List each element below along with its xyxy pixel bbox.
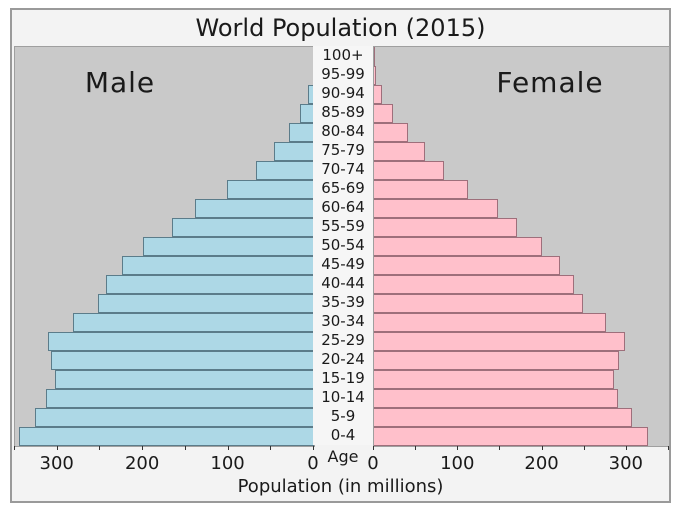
male-bar-30-34 — [73, 313, 314, 332]
male-panel — [14, 46, 315, 447]
male-bar-55-59 — [172, 218, 314, 237]
female-bar-100+ — [374, 47, 375, 66]
age-axis-labels: 100+ 95-99 90-94 85-89 80-84 75-79 70-74 65-69 6… — [313, 46, 373, 445]
age-label-55-59: 55-59 — [321, 217, 365, 235]
male-bar-40-44 — [105, 275, 314, 294]
age-label-70-74: 70-74 — [321, 160, 365, 178]
male-bar-10-14 — [45, 389, 314, 408]
male-bar-35-39 — [98, 294, 314, 313]
x-tick-label-0: 0 — [367, 453, 379, 474]
female-bar-10-14 — [374, 389, 619, 408]
age-label-25-29: 25-29 — [321, 331, 365, 349]
x-tick — [14, 446, 15, 450]
age-label-15-19: 15-19 — [321, 369, 365, 387]
x-tick-label-100: 100 — [210, 453, 245, 474]
x-tick — [99, 446, 101, 450]
female-bar-75-79 — [374, 142, 426, 161]
x-tick — [184, 446, 186, 450]
x-axis-label: Population (in millions) — [237, 476, 444, 497]
male-bar-5-9 — [34, 408, 314, 427]
age-label-20-24: 20-24 — [321, 350, 365, 368]
age-label-95-99: 95-99 — [321, 65, 365, 83]
x-tick — [227, 446, 229, 450]
age-label-50-54: 50-54 — [321, 236, 365, 254]
female-bar-55-59 — [374, 218, 518, 237]
x-tick — [142, 446, 144, 450]
female-bar-65-69 — [374, 180, 469, 199]
x-tick — [668, 446, 669, 450]
age-label-5-9: 5-9 — [330, 407, 356, 425]
male-bar-45-49 — [121, 256, 314, 275]
age-label-85-89: 85-89 — [321, 103, 365, 121]
male-bar-70-74 — [256, 161, 314, 180]
x-tick-label-300: 300 — [608, 453, 644, 474]
male-bar-25-29 — [47, 332, 314, 351]
population-pyramid-figure: World Population (2015) 100+ 95-99 90-94 85… — [10, 8, 671, 503]
female-bar-25-29 — [374, 332, 625, 351]
female-bar-40-44 — [374, 275, 575, 294]
female-bar-45-49 — [374, 256, 561, 275]
male-bar-80-84 — [289, 123, 314, 142]
female-bar-80-84 — [374, 123, 409, 142]
female-bar-30-34 — [374, 313, 607, 332]
male-bar-60-64 — [195, 199, 314, 218]
male-side-label: Male — [84, 66, 156, 99]
x-tick — [457, 446, 459, 450]
male-bar-75-79 — [274, 142, 314, 161]
x-tick — [625, 446, 627, 450]
female-panel — [373, 46, 670, 447]
x-tick-label-100: 100 — [440, 453, 475, 474]
female-bar-95-99 — [374, 66, 376, 85]
male-bar-90-94 — [308, 85, 314, 104]
male-bar-15-19 — [55, 370, 314, 389]
x-tick-label-0: 0 — [307, 453, 319, 474]
female-bar-20-24 — [374, 351, 620, 370]
x-tick — [499, 446, 501, 450]
female-bar-70-74 — [374, 161, 444, 180]
x-tick — [270, 446, 272, 450]
x-tick — [541, 446, 543, 450]
age-label-60-64: 60-64 — [321, 198, 365, 216]
female-bar-85-89 — [374, 104, 394, 123]
x-tick-label-300: 300 — [39, 453, 74, 474]
female-bar-60-64 — [374, 199, 498, 218]
chart-title: World Population (2015) — [195, 14, 486, 42]
age-label-75-79: 75-79 — [321, 141, 365, 159]
age-label-0-4: 0-4 — [330, 426, 356, 444]
x-tick — [56, 446, 58, 450]
female-bar-15-19 — [374, 370, 615, 389]
male-bar-0-4 — [18, 427, 314, 446]
x-tick — [583, 446, 585, 450]
age-label-100+: 100+ — [322, 46, 364, 64]
age-label-35-39: 35-39 — [321, 293, 365, 311]
x-tick — [373, 446, 374, 450]
x-tick — [313, 446, 314, 450]
male-bar-20-24 — [51, 351, 314, 370]
age-label-30-34: 30-34 — [321, 312, 365, 330]
female-bar-5-9 — [374, 408, 632, 427]
x-tick-label-200: 200 — [524, 453, 559, 474]
age-label-40-44: 40-44 — [321, 274, 365, 292]
male-bar-65-69 — [227, 180, 314, 199]
male-bar-85-89 — [300, 104, 314, 123]
female-bar-50-54 — [374, 237, 542, 256]
age-label-65-69: 65-69 — [321, 179, 365, 197]
male-bar-50-54 — [143, 237, 314, 256]
age-label-45-49: 45-49 — [321, 255, 365, 273]
x-tick-label-200: 200 — [124, 453, 160, 474]
female-bar-35-39 — [374, 294, 583, 313]
female-bar-90-94 — [374, 85, 383, 104]
female-bar-0-4 — [374, 427, 648, 446]
age-label-90-94: 90-94 — [321, 84, 365, 102]
age-axis-title: Age — [327, 447, 359, 466]
female-side-label: Female — [496, 66, 604, 99]
age-label-80-84: 80-84 — [321, 122, 365, 140]
x-tick — [415, 446, 417, 450]
age-label-10-14: 10-14 — [321, 388, 365, 406]
